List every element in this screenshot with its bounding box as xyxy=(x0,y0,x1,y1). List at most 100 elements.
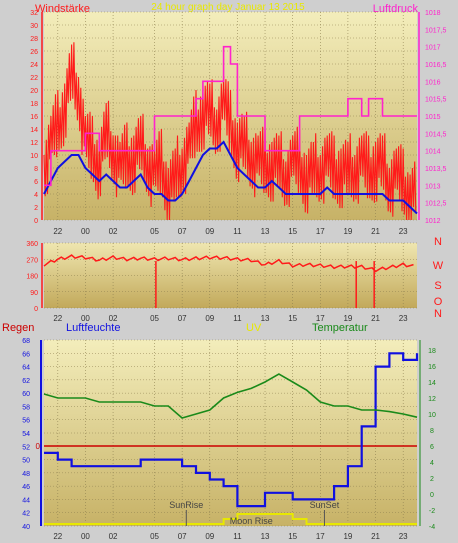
pressure-tick-label: 1016,5 xyxy=(425,62,447,69)
pressure-tick-label: 1012 xyxy=(425,218,441,225)
x-tick-label: 11 xyxy=(233,532,242,541)
wind-series xyxy=(43,42,418,221)
wind-tick-label: 28 xyxy=(30,36,38,43)
wind-tick-label: 32 xyxy=(30,10,38,17)
temperature-tick-label: -4 xyxy=(429,524,435,531)
temperature-line xyxy=(43,373,418,419)
compass-label: N xyxy=(434,236,442,248)
x-tick-label: 05 xyxy=(150,532,159,541)
x-tick-label: 11 xyxy=(233,227,242,236)
direction-tick-label: 90 xyxy=(30,290,38,297)
temperature-tick-label: 12 xyxy=(428,396,436,403)
wind-tick-label: 14 xyxy=(30,127,38,134)
wind-tick-label: 20 xyxy=(30,88,38,95)
wind-tick-label: 22 xyxy=(30,75,38,82)
uv-line xyxy=(44,513,417,525)
x-tick-label: 07 xyxy=(178,227,187,236)
x-tick-label: 13 xyxy=(261,532,270,541)
wind-tick-label: 8 xyxy=(34,166,38,173)
direction-series xyxy=(43,254,414,308)
x-tick-label: 22 xyxy=(53,314,62,323)
pressure-tick-label: 1017,5 xyxy=(425,27,447,34)
direction-tick-label: 270 xyxy=(26,257,38,264)
x-tick-label: 17 xyxy=(316,227,325,236)
wind-tick-label: 2 xyxy=(34,205,38,212)
pressure-tick-label: 1017 xyxy=(425,45,441,52)
humidity-line xyxy=(44,352,419,508)
temperature-tick-label: 18 xyxy=(428,348,436,355)
climate-grid: 22 00 02 05 07 09 11 13 15 17 19 21 23 xyxy=(40,339,421,541)
humidity-tick-label: 58 xyxy=(22,404,30,411)
x-tick-label: 17 xyxy=(316,532,325,541)
x-tick-label: 22 xyxy=(53,532,62,541)
x-tick-label: 09 xyxy=(205,532,214,541)
humidity-axis-title: Luftfeuchte xyxy=(66,322,120,334)
pressure-tick-label: 1014 xyxy=(425,149,441,156)
x-tick-label: 09 xyxy=(205,314,214,323)
humidity-tick-label: 46 xyxy=(22,484,30,491)
climate-series xyxy=(43,352,419,526)
temperature-tick-label: 0 xyxy=(430,492,434,499)
x-tick-label: 00 xyxy=(81,314,90,323)
wind-tick-label: 0 xyxy=(34,218,38,225)
humidity-tick-label: 56 xyxy=(22,418,30,425)
pressure-line xyxy=(44,45,417,187)
x-tick-label: 19 xyxy=(343,227,352,236)
x-tick-label: 19 xyxy=(343,532,352,541)
wind-average-line xyxy=(43,140,418,215)
x-tick-label: 05 xyxy=(150,314,159,323)
compass-label: S xyxy=(434,280,441,292)
temperature-axis-title: Temperatur xyxy=(312,322,368,334)
direction-line xyxy=(43,254,414,273)
x-tick-label: 13 xyxy=(261,227,270,236)
x-tick-label: 17 xyxy=(316,314,325,323)
x-tick-label: 19 xyxy=(343,314,352,323)
x-tick-label: 22 xyxy=(53,227,62,236)
humidity-tick-label: 54 xyxy=(22,431,30,438)
wind-tick-label: 10 xyxy=(30,153,38,160)
humidity-tick-label: 64 xyxy=(22,365,30,372)
x-tick-label: 13 xyxy=(261,314,270,323)
humidity-tick-label: 66 xyxy=(22,351,30,358)
uv-axis-title: UV xyxy=(246,322,262,334)
x-tick-label: 23 xyxy=(399,227,408,236)
x-tick-label: 21 xyxy=(371,314,380,323)
x-tick-label: 15 xyxy=(288,227,297,236)
wind-tick-label: 12 xyxy=(30,140,38,147)
temperature-tick-label: 4 xyxy=(430,460,434,467)
x-tick-label: 11 xyxy=(233,314,242,323)
humidity-tick-label: 52 xyxy=(22,444,30,451)
direction-tick-label: 0 xyxy=(34,306,38,313)
rain-axis-title: Regen xyxy=(2,322,34,334)
pressure-tick-label: 1013,5 xyxy=(425,166,447,173)
temperature-tick-label: 14 xyxy=(428,380,436,387)
wind-tick-label: 4 xyxy=(34,192,38,199)
compass-label: O xyxy=(434,296,443,308)
temperature-tick-label: 16 xyxy=(428,364,436,371)
x-tick-label: 02 xyxy=(109,227,118,236)
x-tick-label: 23 xyxy=(399,314,408,323)
wind-tick-label: 6 xyxy=(34,179,38,186)
x-tick-label: 02 xyxy=(109,532,118,541)
pressure-tick-label: 1014,5 xyxy=(425,131,447,138)
humidity-tick-label: 40 xyxy=(22,524,30,531)
x-tick-label: 00 xyxy=(81,532,90,541)
x-tick-label: 09 xyxy=(205,227,214,236)
temperature-tick-label: 8 xyxy=(430,428,434,435)
temperature-tick-label: 2 xyxy=(430,476,434,483)
compass-label: N xyxy=(434,308,442,320)
pressure-tick-label: 1015,5 xyxy=(425,97,447,104)
x-tick-label: 23 xyxy=(399,532,408,541)
humidity-tick-label: 60 xyxy=(22,391,30,398)
wind-tick-label: 24 xyxy=(30,62,38,69)
x-tick-label: 05 xyxy=(150,227,159,236)
pressure-tick-label: 1013 xyxy=(425,183,441,190)
x-tick-label: 15 xyxy=(288,532,297,541)
pressure-tick-label: 1016 xyxy=(425,79,441,86)
humidity-tick-label: 42 xyxy=(22,511,30,518)
x-tick-label: 02 xyxy=(109,314,118,323)
direction-grid: 22 00 02 05 07 09 11 13 15 17 19 21 23 xyxy=(41,242,417,323)
x-tick-label: 15 xyxy=(288,314,297,323)
climate-ticks: 404244464850525456586062646668-4-2024681… xyxy=(22,338,436,531)
